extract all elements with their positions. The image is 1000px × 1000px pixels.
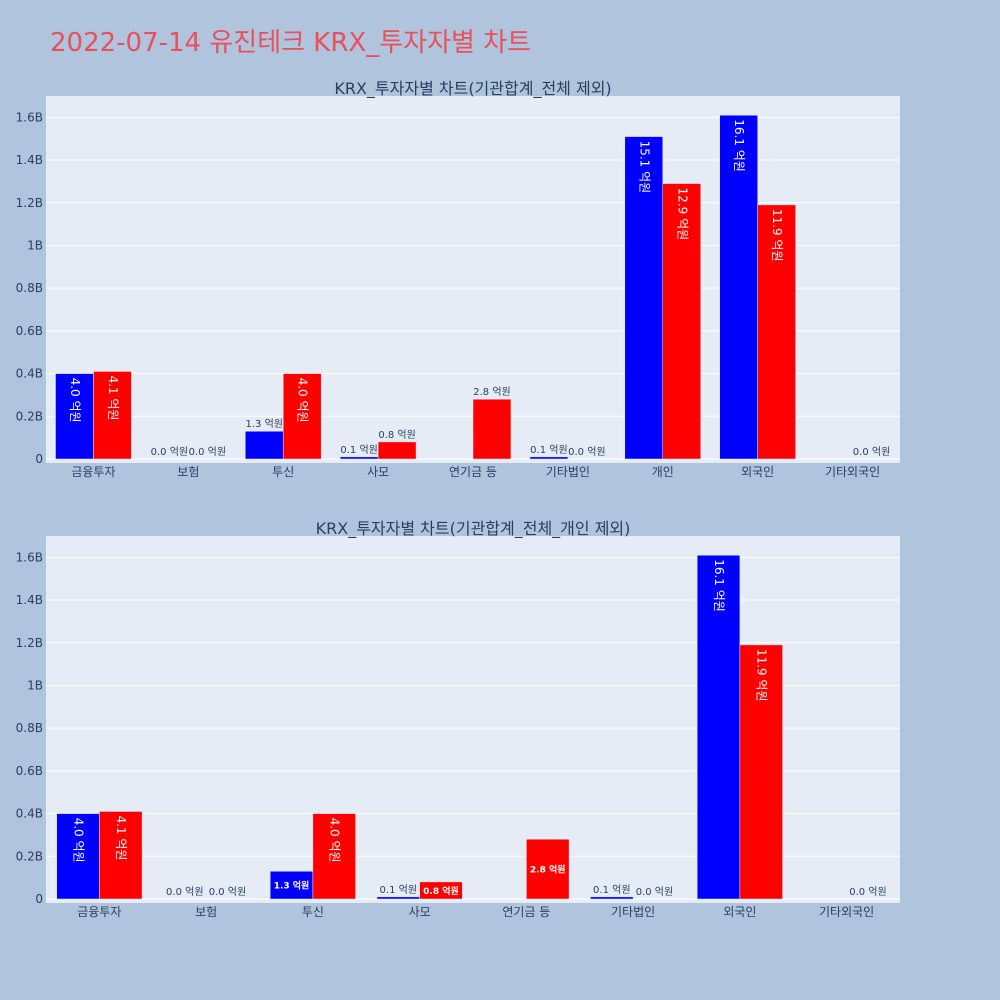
y-tick-label: 0.4B	[16, 367, 43, 381]
bar	[472, 398, 512, 460]
data-label: 4.0 억원	[328, 818, 342, 863]
page-title: 2022-07-14 유진테크 KRX_투자자별 차트	[50, 28, 532, 58]
bar	[93, 371, 132, 460]
bar	[590, 896, 634, 900]
bar	[377, 441, 417, 460]
y-tick-label: 0.6B	[16, 324, 43, 338]
x-tick-label: 투신	[302, 905, 324, 919]
y-tick-label: 1.6B	[16, 110, 43, 124]
x-tick-label: 기타법인	[611, 905, 655, 919]
data-label: 4.0 억원	[72, 818, 86, 863]
y-tick-label: 0	[35, 452, 43, 466]
chart-panel-2: KRX_투자자별 차트(기관합계_전체_개인 제외) 0 0.2B 0.4B 0.6B 0…	[16, 519, 900, 919]
data-label: 4.1 억원	[106, 375, 120, 420]
bar	[757, 204, 796, 460]
data-label: 11.9 억원	[770, 209, 784, 262]
y-tick-label: 1.4B	[16, 153, 43, 167]
y-tick-label: 1B	[27, 678, 43, 692]
data-label: 2.8 억원	[473, 386, 510, 398]
data-label: 4.0 억원	[68, 378, 82, 423]
bar	[419, 881, 463, 900]
data-label: 0.0 억원	[151, 446, 188, 458]
data-label: 16.1 억원	[732, 119, 746, 172]
data-label: 2.8 억원	[530, 864, 566, 876]
x-tick-label: 외국인	[723, 905, 756, 919]
data-label: 0.0 억원	[568, 446, 605, 458]
chart-panel-1: KRX_투자자별 차트(기관합계_전체 제외) 0 0.2B 0.4B 0.6B 0.8B…	[16, 79, 900, 479]
bar	[55, 373, 94, 460]
data-label: 0.1 억원	[530, 444, 567, 456]
bar	[269, 870, 314, 900]
data-label: 0.0 억원	[189, 446, 226, 458]
y-tick-label: 0	[35, 892, 43, 906]
y-tick-label: 1.4B	[16, 593, 43, 607]
data-label: 1.3 억원	[274, 880, 310, 892]
bar	[662, 183, 701, 460]
data-label: 16.1 억원	[712, 559, 726, 612]
y-tick-label: 0.6B	[16, 764, 43, 778]
y-tick-label: 1.2B	[16, 196, 43, 210]
y-tick-label: 0.8B	[16, 721, 43, 735]
bar	[526, 838, 570, 900]
y-tick-label: 0.4B	[16, 807, 43, 821]
data-label: 0.8 억원	[423, 885, 459, 897]
data-label: 4.0 억원	[296, 378, 310, 423]
x-tick-label: 사모	[409, 905, 431, 919]
bar	[99, 811, 143, 900]
data-label: 0.0 억원	[636, 886, 673, 898]
bar	[312, 813, 356, 900]
y-tick-label: 1.2B	[16, 636, 43, 650]
chart-title: KRX_투자자별 차트(기관합계_전체_개인 제외)	[316, 519, 631, 539]
bar	[282, 373, 322, 460]
x-tick-label: 보험	[195, 905, 217, 919]
data-label: 1.3 억원	[246, 418, 283, 430]
data-label: 0.0 억원	[209, 886, 246, 898]
y-tick-label: 1B	[27, 238, 43, 252]
data-label: 11.9 억원	[755, 649, 769, 702]
data-label: 0.1 억원	[593, 884, 630, 896]
bar	[739, 644, 783, 900]
bar	[339, 456, 379, 460]
x-tick-label: 금융투자	[71, 465, 115, 479]
bar	[719, 114, 758, 460]
x-tick-label: 보험	[177, 465, 199, 479]
x-tick-label: 연기금 등	[502, 905, 550, 919]
x-tick-label: 기타외국인	[825, 465, 880, 479]
bar	[376, 896, 420, 900]
data-label: 0.8 억원	[378, 429, 415, 441]
x-tick-label: 기타법인	[546, 465, 590, 479]
data-label: 0.0 억원	[853, 446, 890, 458]
x-tick-label: 개인	[652, 465, 674, 479]
x-tick-label: 금융투자	[77, 905, 121, 919]
data-label: 0.0 억원	[166, 886, 203, 898]
data-label: 0.1 억원	[340, 444, 377, 456]
x-tick-label: 사모	[367, 465, 389, 479]
bar	[696, 554, 741, 900]
y-tick-label: 0.8B	[16, 281, 43, 295]
data-label: 0.1 억원	[380, 884, 417, 896]
y-tick-label: 1.6B	[16, 550, 43, 564]
bar	[624, 136, 664, 460]
y-tick-label: 0.2B	[16, 849, 43, 863]
x-tick-label: 기타외국인	[819, 905, 874, 919]
bar	[245, 430, 284, 460]
x-tick-label: 외국인	[741, 465, 774, 479]
x-tick-label: 투신	[272, 465, 294, 479]
bar	[529, 456, 569, 460]
data-label: 12.9 억원	[675, 188, 689, 241]
y-tick-label: 0.2B	[16, 409, 43, 423]
bar	[56, 813, 100, 900]
data-label: 4.1 억원	[114, 815, 128, 860]
data-label: 0.0 억원	[849, 886, 886, 898]
x-tick-label: 연기금 등	[449, 465, 497, 479]
chart-title: KRX_투자자별 차트(기관합계_전체 제외)	[334, 79, 611, 99]
data-label: 15.1 억원	[637, 141, 651, 194]
